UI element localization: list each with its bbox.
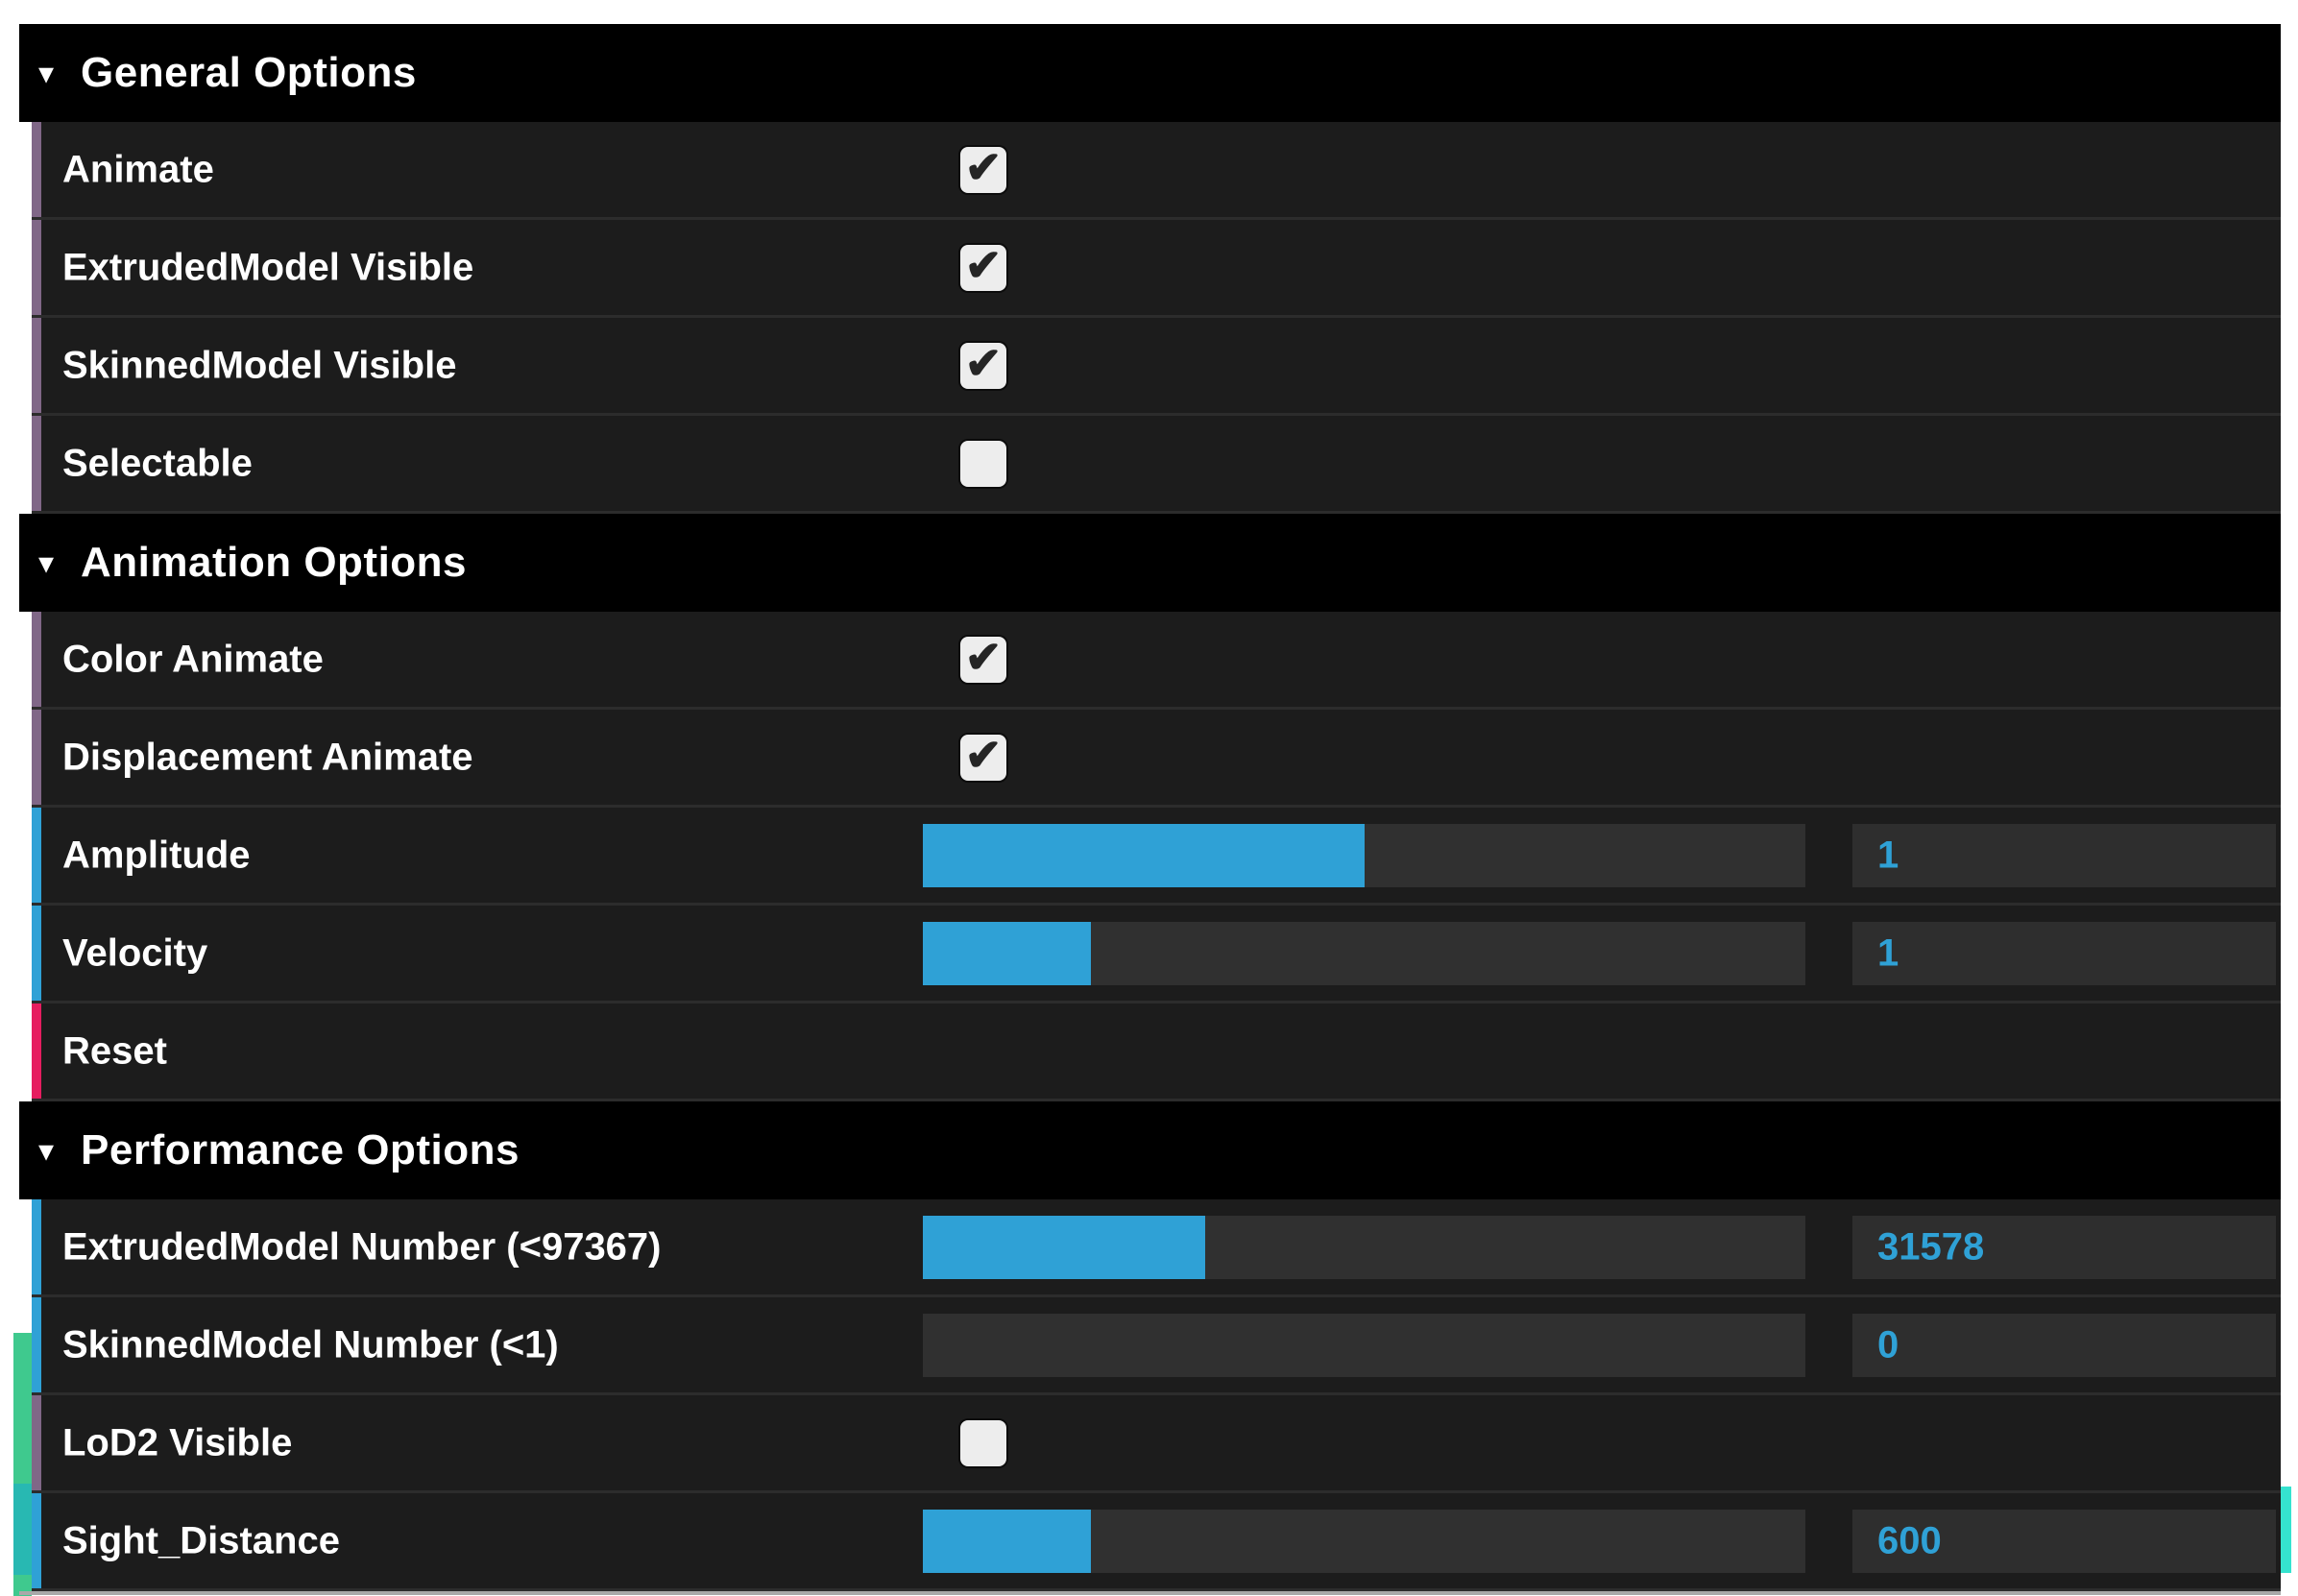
collapse-arrow-icon: ▾: [38, 56, 55, 90]
row-extrudedmodel-visible: ExtrudedModel Visible ✔: [32, 220, 2281, 318]
slider-fill: [923, 1509, 1091, 1573]
section-title: Performance Options: [81, 1126, 520, 1173]
boolean-accent-bar: [32, 1395, 41, 1490]
value-text: 1: [1877, 931, 1899, 974]
number-accent-bar: [32, 1493, 41, 1588]
velocity-slider[interactable]: [923, 921, 1805, 985]
slider-fill: [923, 823, 1365, 887]
row-animate: Animate ✔: [32, 122, 2281, 220]
row-extrudedmodel-number: ExtrudedModel Number (<97367) 31578: [32, 1199, 2281, 1297]
slider-fill: [923, 1215, 1206, 1279]
amplitude-slider[interactable]: [923, 823, 1805, 887]
row-selectable: Selectable: [32, 416, 2281, 514]
checkmark-icon: ✔: [964, 729, 1003, 780]
row-velocity: Velocity 1: [32, 906, 2281, 1004]
section-header-performance-options[interactable]: ▾ Performance Options: [19, 1101, 2281, 1199]
value-text: 600: [1877, 1519, 1942, 1561]
sight-distance-value-input[interactable]: 600: [1852, 1509, 2276, 1573]
row-lod2-visible: LoD2 Visible: [32, 1395, 2281, 1493]
row-reset-button[interactable]: Reset: [32, 1004, 2281, 1101]
control-label: Animate: [62, 148, 214, 190]
animate-checkbox[interactable]: ✔: [960, 141, 1006, 193]
selectable-checkbox[interactable]: [960, 440, 1006, 487]
boolean-accent-bar: [32, 612, 41, 707]
row-amplitude: Amplitude 1: [32, 808, 2281, 906]
velocity-value-input[interactable]: 1: [1852, 921, 2276, 985]
number-accent-bar: [32, 1297, 41, 1392]
control-label: Color Animate: [62, 638, 324, 680]
row-skinnedmodel-visible: SkinnedModel Visible ✔: [32, 318, 2281, 416]
boolean-accent-bar: [32, 220, 41, 315]
scene-fragment-cyan-right: [2281, 1487, 2291, 1573]
boolean-accent-bar: [32, 710, 41, 805]
scene-fragment-green-bottom: [13, 1575, 32, 1596]
control-label: Selectable: [62, 442, 253, 484]
value-text: 0: [1877, 1323, 1899, 1366]
section-header-animation-options[interactable]: ▾ Animation Options: [19, 514, 2281, 612]
control-label: Velocity: [62, 931, 208, 974]
extrudedmodel-number-slider[interactable]: [923, 1215, 1805, 1279]
control-label: LoD2 Visible: [62, 1421, 293, 1463]
collapse-arrow-icon: ▾: [38, 1133, 55, 1168]
color-animate-checkbox[interactable]: ✔: [960, 631, 1006, 683]
row-skinnedmodel-number: SkinnedModel Number (<1) 0: [32, 1297, 2281, 1395]
row-sight-distance: Sight_Distance 600: [32, 1493, 2281, 1591]
control-label: SkinnedModel Number (<1): [62, 1323, 559, 1366]
lod2-visible-checkbox[interactable]: [960, 1419, 1006, 1466]
number-accent-bar: [32, 906, 41, 1001]
reset-button-label: Reset: [62, 1029, 167, 1072]
control-label: ExtrudedModel Visible: [62, 246, 474, 288]
function-accent-bar: [32, 1004, 41, 1099]
checkmark-icon: ✔: [964, 141, 1003, 192]
slider-fill: [923, 921, 1091, 985]
section-title: General Options: [81, 49, 417, 96]
boolean-accent-bar: [32, 318, 41, 413]
extrudedmodel-number-value-input[interactable]: 31578: [1852, 1215, 2276, 1279]
collapse-arrow-icon: ▾: [38, 545, 55, 580]
extrudedmodel-visible-checkbox[interactable]: ✔: [960, 239, 1006, 291]
checkmark-icon: ✔: [964, 239, 1003, 290]
control-label: Displacement Animate: [62, 736, 473, 778]
checkmark-icon: ✔: [964, 337, 1003, 388]
value-text: 1: [1877, 834, 1899, 876]
section-title: Animation Options: [81, 539, 468, 586]
number-accent-bar: [32, 808, 41, 903]
value-text: 31578: [1877, 1225, 1985, 1268]
amplitude-value-input[interactable]: 1: [1852, 823, 2276, 887]
boolean-accent-bar: [32, 416, 41, 511]
boolean-accent-bar: [32, 122, 41, 217]
number-accent-bar: [32, 1199, 41, 1294]
skinnedmodel-number-slider[interactable]: [923, 1313, 1805, 1377]
control-label: SkinnedModel Visible: [62, 344, 457, 386]
dat-gui-panel: ▾ General Options Animate ✔ ExtrudedMode…: [19, 24, 2281, 1595]
control-label: ExtrudedModel Number (<97367): [62, 1225, 662, 1268]
skinnedmodel-number-value-input[interactable]: 0: [1852, 1313, 2276, 1377]
section-header-general-options[interactable]: ▾ General Options: [19, 24, 2281, 122]
displacement-animate-checkbox[interactable]: ✔: [960, 729, 1006, 781]
row-color-animate: Color Animate ✔: [32, 612, 2281, 710]
scene-fragment-teal: [13, 1484, 32, 1575]
checkmark-icon: ✔: [964, 631, 1003, 682]
scene-fragment-green-top: [13, 1333, 32, 1484]
skinnedmodel-visible-checkbox[interactable]: ✔: [960, 337, 1006, 389]
control-label: Sight_Distance: [62, 1519, 340, 1561]
row-displacement-animate: Displacement Animate ✔: [32, 710, 2281, 808]
sight-distance-slider[interactable]: [923, 1509, 1805, 1573]
control-label: Amplitude: [62, 834, 251, 876]
